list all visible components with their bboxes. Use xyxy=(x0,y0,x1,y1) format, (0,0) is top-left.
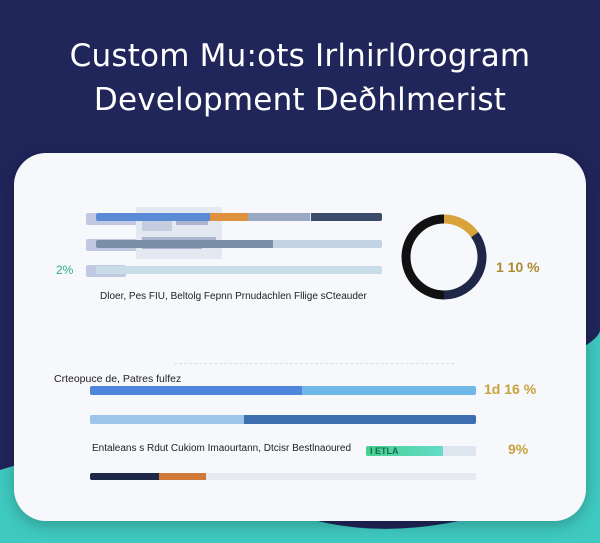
progress-bar xyxy=(90,386,476,395)
lower-value-top: 1d 16 % xyxy=(484,381,537,397)
progress-segment xyxy=(302,386,476,395)
progress-bar xyxy=(96,213,382,221)
donut-segment xyxy=(443,214,479,238)
progress-segment xyxy=(210,213,248,221)
progress-segment xyxy=(90,386,303,395)
dashboard-card: 2% 1 10 % Dloer, Pes FIU, Beltolg Fepnn … xyxy=(14,153,586,521)
progress-segment xyxy=(310,213,382,221)
progress-segment xyxy=(96,266,382,274)
status-chip: I ETLA xyxy=(370,446,399,456)
progress-bar xyxy=(96,240,382,248)
donut-value: 1 10 % xyxy=(496,259,540,275)
progress-segment xyxy=(90,415,245,424)
progress-segment xyxy=(96,240,274,248)
progress-segment xyxy=(90,473,160,480)
donut-segment xyxy=(401,214,445,300)
progress-segment xyxy=(244,415,476,424)
progress-segment xyxy=(159,473,206,480)
title-line-2: Development Deðhlmerist xyxy=(93,82,507,118)
progress-segment xyxy=(96,213,211,221)
progress-segment xyxy=(205,473,476,480)
upper-caption: Dloer, Pes FIU, Beltolg Fepnn Prnudachle… xyxy=(100,291,367,302)
progress-bar xyxy=(96,266,382,274)
lower-label-top: Crteopuce de, Patres fulfez xyxy=(54,373,182,385)
donut-segment xyxy=(443,232,487,300)
title-line-1: Custom Mu:ots Irlnirl0rogram xyxy=(69,38,531,74)
left-percent: 2% xyxy=(56,263,74,277)
progress-segment xyxy=(247,213,311,221)
progress-segment xyxy=(273,240,382,248)
progress-bar-green xyxy=(366,446,476,456)
progress-bar xyxy=(90,473,476,480)
lower-value-bottom: 9% xyxy=(508,441,529,457)
donut-chart xyxy=(401,214,487,300)
lower-label-bottom: Entaleans s Rdut Cukiom Imaourtann, Dtci… xyxy=(92,443,352,454)
divider xyxy=(174,363,454,364)
progress-bar xyxy=(90,415,476,424)
page-title: Custom Mu:ots Irlnirl0rogram Development… xyxy=(0,34,600,122)
